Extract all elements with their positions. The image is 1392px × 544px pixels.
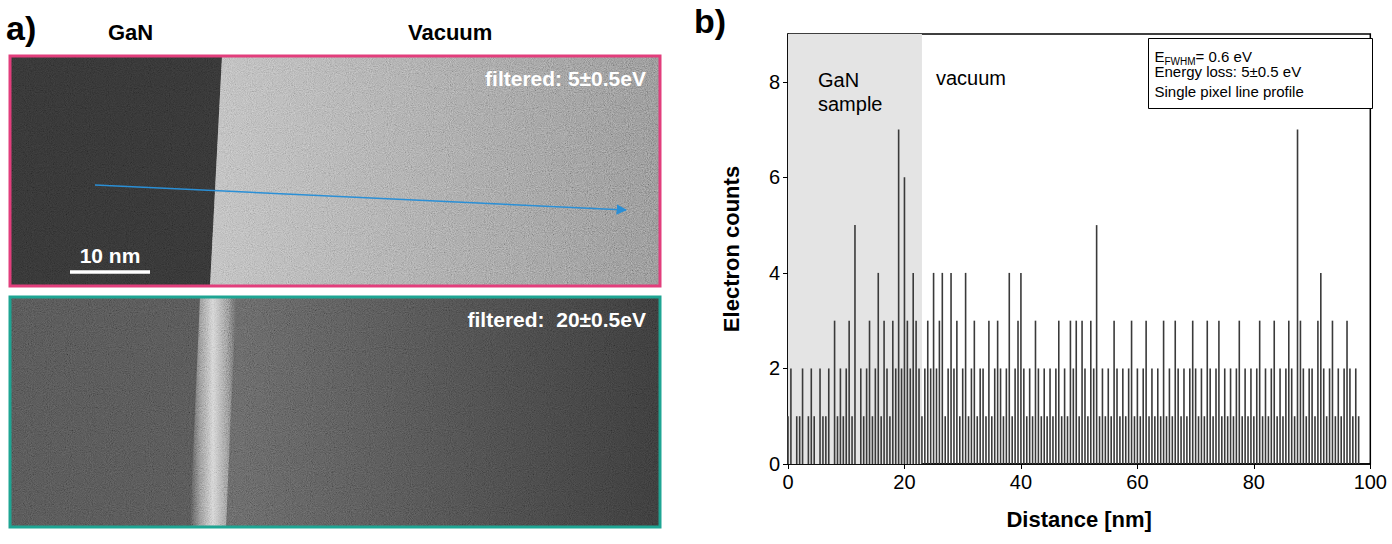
- svg-text:4: 4: [769, 262, 780, 284]
- svg-text:GaN: GaN: [108, 20, 153, 45]
- svg-text:6: 6: [769, 166, 780, 188]
- svg-text:10 nm: 10 nm: [80, 244, 141, 267]
- svg-text:filtered: 20±0.5eV: filtered: 20±0.5eV: [468, 308, 646, 331]
- svg-text:Energy loss: 5±0.5 eV: Energy loss: 5±0.5 eV: [1155, 63, 1302, 80]
- svg-text:60: 60: [1126, 471, 1148, 493]
- svg-text:100: 100: [1354, 471, 1387, 493]
- svg-text:a): a): [6, 9, 36, 47]
- svg-text:2: 2: [769, 357, 780, 379]
- svg-text:vacuum: vacuum: [936, 67, 1006, 89]
- svg-text:Vacuum: Vacuum: [408, 20, 492, 45]
- html-text:EFWHM= 0.6 eV: EFWHM= 0.6 eV: [1154, 47, 1252, 67]
- svg-text:filtered: 5±0.5eV: filtered: 5±0.5eV: [485, 67, 646, 90]
- svg-text:Distance [nm]: Distance [nm]: [1006, 507, 1151, 532]
- svg-text:Single pixel line profile: Single pixel line profile: [1155, 83, 1304, 100]
- svg-text:0: 0: [782, 471, 793, 493]
- svg-text:GaN: GaN: [818, 69, 865, 91]
- svg-text:20: 20: [893, 471, 915, 493]
- svg-text:Electron counts: Electron counts: [719, 166, 744, 332]
- svg-text:40: 40: [1010, 471, 1032, 493]
- svg-text:b): b): [694, 2, 726, 40]
- svg-text:80: 80: [1243, 471, 1265, 493]
- svg-text:sample: sample: [818, 93, 882, 115]
- svg-text:8: 8: [769, 71, 780, 93]
- svg-text:0: 0: [769, 453, 780, 475]
